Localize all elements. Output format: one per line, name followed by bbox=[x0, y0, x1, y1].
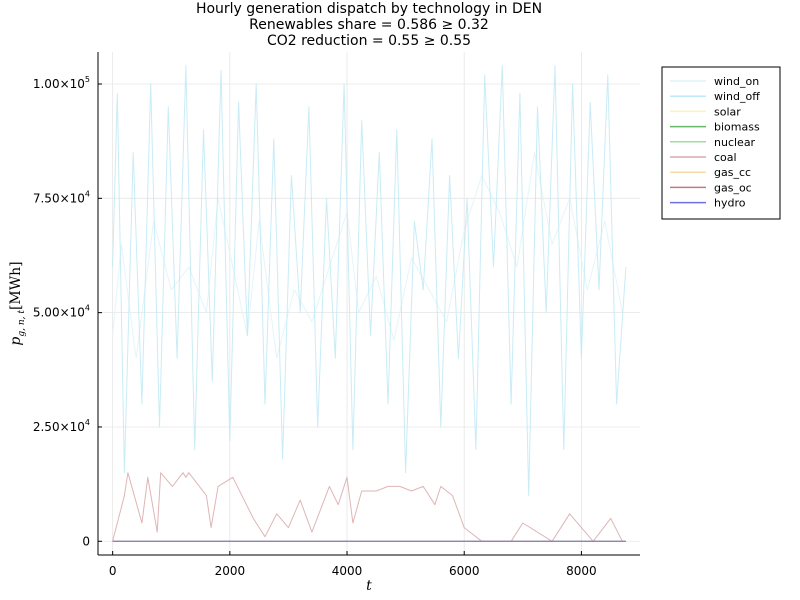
y-tick-label: 7.50×104 bbox=[33, 189, 90, 205]
chart-title: Hourly generation dispatch by technology… bbox=[196, 1, 542, 49]
legend-label-solar: solar bbox=[714, 105, 741, 118]
x-tick-label: 2000 bbox=[215, 564, 246, 578]
series-line-wind-on bbox=[112, 152, 623, 359]
y-axis-label: pg, n, t[MWh] bbox=[8, 261, 27, 345]
x-tick-label: 6000 bbox=[449, 564, 480, 578]
x-axis-label: t bbox=[366, 578, 372, 594]
legend-box bbox=[661, 66, 781, 220]
tick-labels: 0 2000 4000 6000 8000 0 2.50×104 5.00×104 7.50×1… bbox=[33, 75, 597, 578]
series-lines bbox=[112, 65, 627, 542]
legend-label-biomass: biomass bbox=[714, 121, 760, 134]
chart-title-line: Renewables share = 0.586 ≥ 0.32 bbox=[249, 17, 489, 33]
legend-label-gas-oc: gas_oc bbox=[714, 181, 752, 194]
y-tick-label: 0 bbox=[82, 534, 90, 548]
chart-title-line: CO2 reduction = 0.55 ≥ 0.55 bbox=[267, 33, 471, 49]
chart-title-line: Hourly generation dispatch by technology… bbox=[196, 1, 542, 17]
legend-label-wind-off: wind_off bbox=[714, 90, 760, 103]
axes bbox=[97, 52, 640, 556]
x-tick-label: 0 bbox=[109, 564, 117, 578]
series-line-coal bbox=[112, 472, 623, 542]
series-line-wind-off bbox=[112, 65, 627, 497]
y-tick-label: 1.00×105 bbox=[33, 75, 90, 91]
x-tick-label: 8000 bbox=[566, 564, 597, 578]
legend-label-gas-cc: gas_cc bbox=[714, 166, 751, 179]
y-tick-label: 5.00×104 bbox=[33, 304, 90, 320]
legend-label-nuclear: nuclear bbox=[714, 136, 756, 149]
x-tick-label: 4000 bbox=[332, 564, 363, 578]
axis-labels: t pg, n, t[MWh] bbox=[8, 261, 372, 594]
legend-label-wind-on: wind_on bbox=[714, 75, 759, 88]
legend-label-hydro: hydro bbox=[714, 197, 746, 210]
y-tick-label: 2.50×104 bbox=[33, 418, 90, 434]
legend-label-coal: coal bbox=[714, 151, 737, 164]
